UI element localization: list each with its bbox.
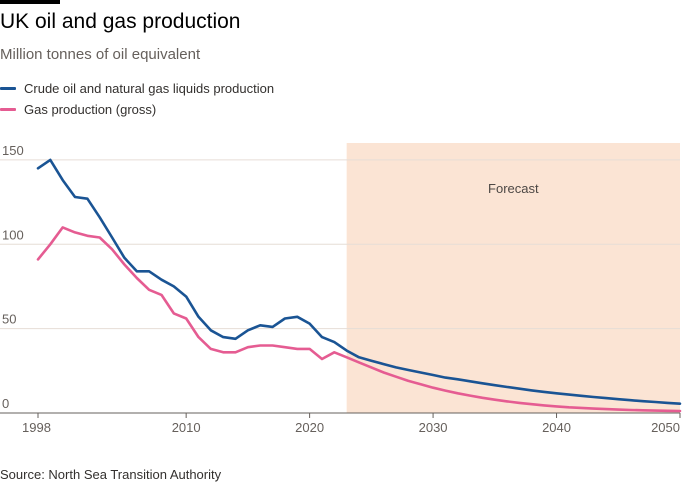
series-line-oil <box>36 158 682 406</box>
x-tick-label-1998: 1998 <box>22 420 51 435</box>
series-line-gas <box>36 226 682 413</box>
y-tick-label-150: 150 <box>2 143 24 158</box>
line-chart: Forecast 0 50 100 150 1998 2010 2020 2030 2040 205… <box>0 143 682 435</box>
x-tick-label-2040: 2040 <box>542 420 571 435</box>
x-tick-label-2050: 2050 <box>651 420 680 435</box>
x-tick-label-2010: 2010 <box>172 420 201 435</box>
brand-bar <box>0 0 60 4</box>
y-tick-label-0: 0 <box>2 396 9 411</box>
y-tick-label-100: 100 <box>2 227 24 242</box>
chart-subtitle: Million tonnes of oil equivalent <box>0 46 201 63</box>
y-tick-label-50: 50 <box>2 312 16 327</box>
chart-title: UK oil and gas production <box>0 10 241 33</box>
legend-swatch-gas <box>0 108 16 111</box>
x-tick-label-2030: 2030 <box>419 420 448 435</box>
forecast-label: Forecast <box>488 181 539 196</box>
legend-swatch-oil <box>0 87 16 90</box>
legend-label-oil: Crude oil and natural gas liquids produc… <box>24 81 275 96</box>
x-tick-label-2020: 2020 <box>295 420 324 435</box>
source-note: Source: North Sea Transition Authority <box>0 467 222 482</box>
legend-item-gas: Gas production (gross) <box>0 99 274 120</box>
legend-label-gas: Gas production (gross) <box>24 102 157 117</box>
legend: Crude oil and natural gas liquids produc… <box>0 78 274 120</box>
legend-item-oil: Crude oil and natural gas liquids produc… <box>0 78 274 99</box>
